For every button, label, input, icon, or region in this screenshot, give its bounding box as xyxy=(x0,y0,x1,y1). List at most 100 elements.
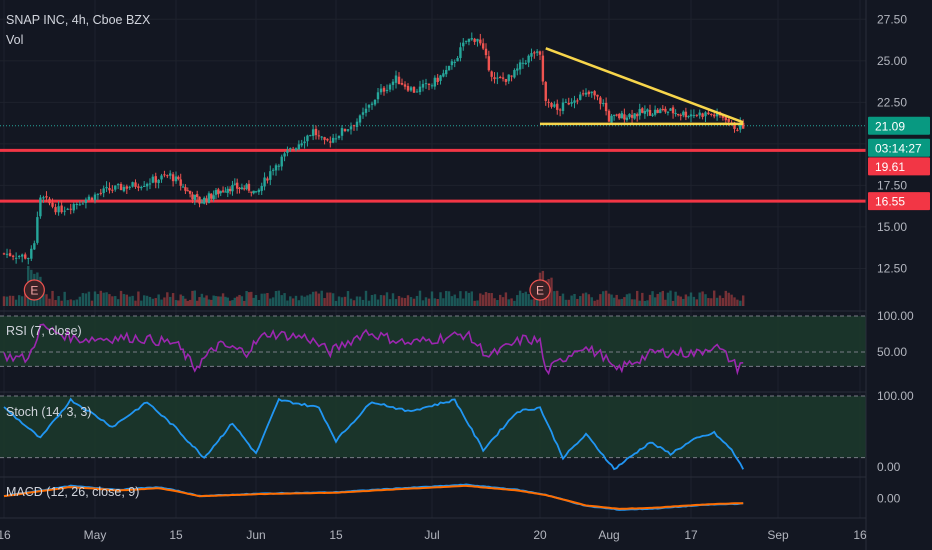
candle-body[interactable] xyxy=(558,109,562,111)
candle-body[interactable] xyxy=(238,187,241,189)
candle-body[interactable] xyxy=(157,179,160,184)
candle-body[interactable] xyxy=(36,217,39,243)
candle-body[interactable] xyxy=(695,114,698,116)
candle-body[interactable] xyxy=(470,38,473,40)
candle-body[interactable] xyxy=(373,99,377,105)
candle-body[interactable] xyxy=(727,118,730,122)
candle-body[interactable] xyxy=(78,204,82,206)
candle-body[interactable] xyxy=(198,196,201,204)
candle-body[interactable] xyxy=(567,102,570,105)
candle-body[interactable] xyxy=(131,182,134,187)
candle-body[interactable] xyxy=(367,105,371,108)
candle-body[interactable] xyxy=(628,113,631,118)
candle-body[interactable] xyxy=(646,109,649,112)
candle-body[interactable] xyxy=(42,197,45,199)
candle-body[interactable] xyxy=(33,243,36,250)
candle-body[interactable] xyxy=(573,100,576,103)
candle-body[interactable] xyxy=(128,186,131,188)
candle-body[interactable] xyxy=(352,125,356,127)
candle-body[interactable] xyxy=(169,173,172,176)
candle-body[interactable] xyxy=(633,113,636,119)
candle-body[interactable] xyxy=(252,190,255,194)
candle-body[interactable] xyxy=(81,203,85,205)
earnings-marker[interactable]: E xyxy=(23,279,45,301)
candle-body[interactable] xyxy=(30,248,33,259)
candle-body[interactable] xyxy=(507,74,510,82)
candle-body[interactable] xyxy=(93,194,97,201)
candle-body[interactable] xyxy=(579,94,582,100)
candle-body[interactable] xyxy=(679,114,682,116)
candle-body[interactable] xyxy=(87,196,91,201)
candle-body[interactable] xyxy=(643,110,647,114)
candle-body[interactable] xyxy=(403,84,407,87)
candle-body[interactable] xyxy=(271,169,275,171)
candle-body[interactable] xyxy=(140,187,143,189)
candle-body[interactable] xyxy=(564,101,568,103)
candle-body[interactable] xyxy=(533,52,536,54)
candle-body[interactable] xyxy=(376,92,380,100)
candle-body[interactable] xyxy=(604,102,608,112)
candle-body[interactable] xyxy=(479,39,482,44)
candle-body[interactable] xyxy=(513,70,516,78)
candle-body[interactable] xyxy=(541,55,545,82)
candle-body[interactable] xyxy=(415,91,419,93)
candle-body[interactable] xyxy=(289,148,292,150)
macd-label[interactable]: MACD (12, 26, close, 9) xyxy=(6,485,139,499)
candle-body[interactable] xyxy=(142,185,146,187)
candle-body[interactable] xyxy=(501,77,505,79)
candle-body[interactable] xyxy=(602,103,605,105)
candle-body[interactable] xyxy=(286,150,289,153)
candle-body[interactable] xyxy=(205,198,208,202)
candle-body[interactable] xyxy=(309,135,312,137)
candle-body[interactable] xyxy=(291,148,295,150)
candle-body[interactable] xyxy=(54,207,57,213)
candle-body[interactable] xyxy=(102,188,105,194)
candle-body[interactable] xyxy=(518,62,522,70)
candle-body[interactable] xyxy=(630,115,634,118)
candle-body[interactable] xyxy=(447,65,451,71)
candle-body[interactable] xyxy=(72,204,75,211)
candle-body[interactable] xyxy=(707,112,710,115)
candle-body[interactable] xyxy=(715,112,719,117)
candle-body[interactable] xyxy=(445,70,448,75)
candle-body[interactable] xyxy=(231,185,234,192)
candle-body[interactable] xyxy=(323,137,326,140)
candle-body[interactable] xyxy=(524,62,527,64)
candle-body[interactable] xyxy=(311,129,315,136)
candle-body[interactable] xyxy=(45,196,48,198)
time-axis[interactable]: 16 May 15 Jun 15 Jul 20 Aug 17 Sep 16 xyxy=(0,528,867,542)
candle-body[interactable] xyxy=(607,110,611,122)
candle-body[interactable] xyxy=(659,109,662,114)
candle-body[interactable] xyxy=(538,51,542,55)
candle-body[interactable] xyxy=(250,191,253,193)
candle-body[interactable] xyxy=(625,117,629,121)
candle-body[interactable] xyxy=(90,197,94,201)
candle-body[interactable] xyxy=(669,108,672,111)
stoch-label[interactable]: Stoch (14, 3, 3) xyxy=(6,405,91,419)
volume-label[interactable]: Vol xyxy=(6,33,23,47)
candle-body[interactable] xyxy=(736,129,739,131)
candle-body[interactable] xyxy=(228,188,232,192)
candle-body[interactable] xyxy=(581,93,585,95)
candle-body[interactable] xyxy=(235,182,239,189)
candle-body[interactable] xyxy=(329,141,332,143)
candle-body[interactable] xyxy=(66,208,69,210)
candle-body[interactable] xyxy=(409,87,413,91)
candle-body[interactable] xyxy=(370,103,374,105)
candle-body[interactable] xyxy=(544,82,547,101)
candle-body[interactable] xyxy=(119,184,123,191)
candle-body[interactable] xyxy=(684,111,688,118)
candle-body[interactable] xyxy=(421,83,425,88)
candle-body[interactable] xyxy=(27,258,30,260)
candle-body[interactable] xyxy=(179,179,182,186)
candle-body[interactable] xyxy=(698,112,701,116)
candle-body[interactable] xyxy=(75,204,78,206)
candle-body[interactable] xyxy=(320,136,323,138)
candle-body[interactable] xyxy=(473,38,476,42)
candle-body[interactable] xyxy=(181,186,185,188)
candle-body[interactable] xyxy=(484,48,488,56)
candle-body[interactable] xyxy=(39,197,42,217)
candle-body[interactable] xyxy=(343,129,347,132)
candle-body[interactable] xyxy=(510,75,513,77)
candle-body[interactable] xyxy=(51,202,54,207)
